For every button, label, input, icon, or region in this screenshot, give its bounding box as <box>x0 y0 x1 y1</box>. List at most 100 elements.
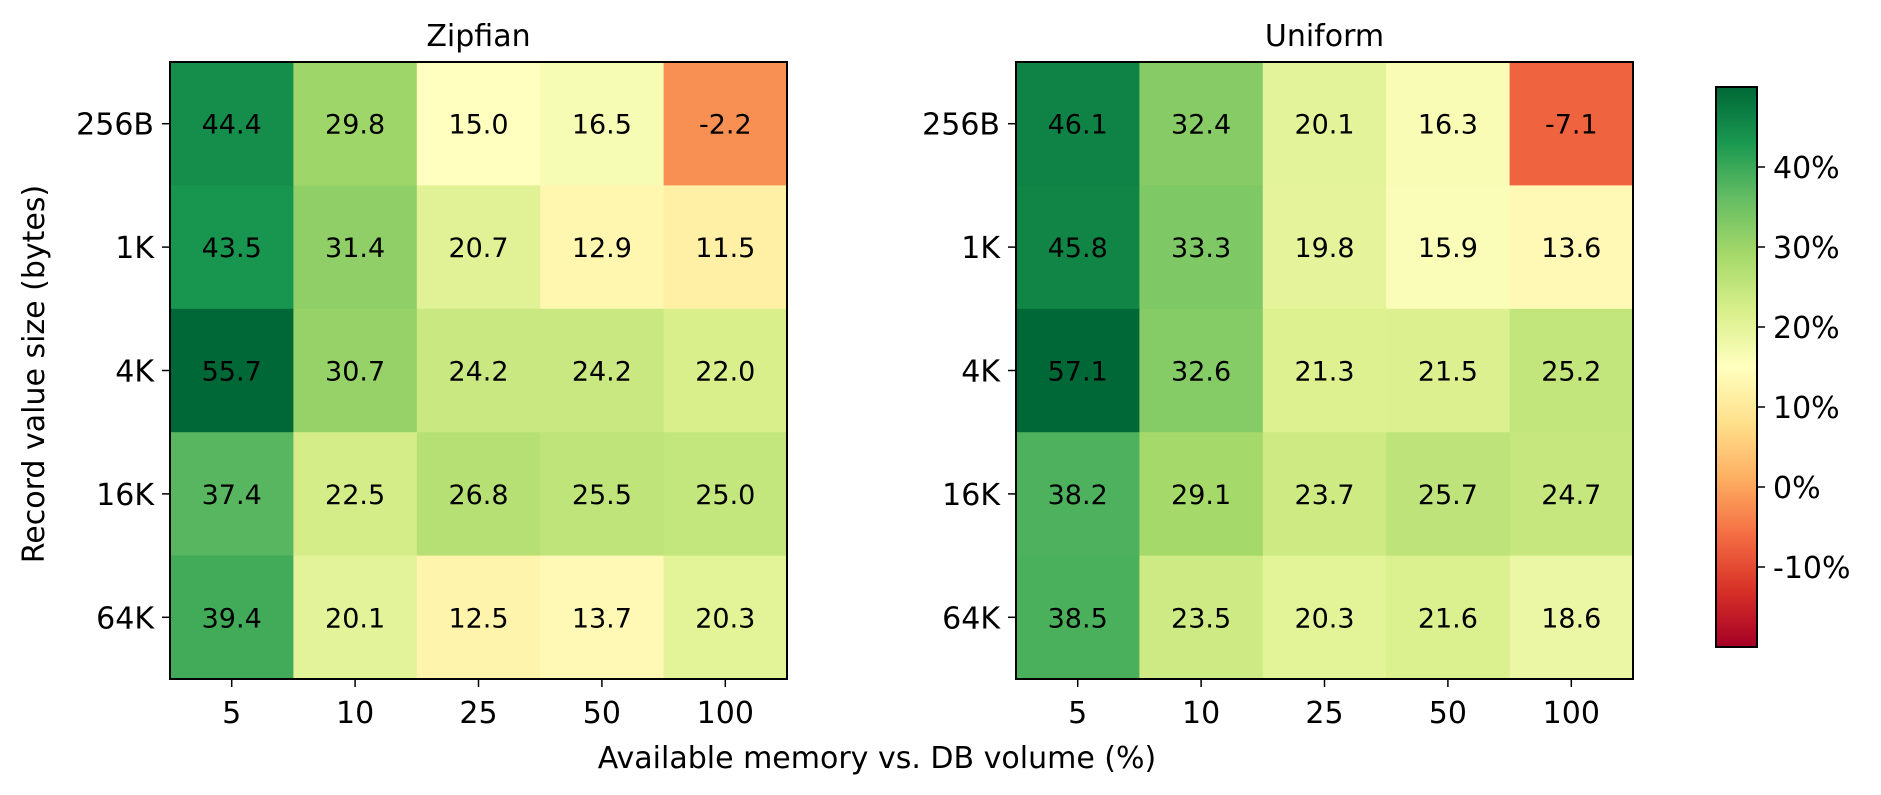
heatmap-cell <box>540 62 665 186</box>
heatmap-cell <box>540 185 665 310</box>
y-tick-label: 1K <box>115 231 155 266</box>
x-tick-label: 25 <box>1305 696 1343 731</box>
y-tick-label: 256B <box>76 108 154 143</box>
cell-value-label: 11.5 <box>695 233 755 264</box>
cell-value-label: 29.1 <box>1171 480 1231 511</box>
colorbar-tick-label: 30% <box>1773 231 1840 266</box>
heatmap-cell <box>663 308 788 433</box>
heatmap-cell <box>1386 432 1511 557</box>
heatmap-cell <box>293 555 418 680</box>
heatmap-cell <box>293 432 418 557</box>
heatmap-cell <box>293 185 418 310</box>
y-tick-label: 64K <box>942 601 1001 636</box>
cell-value-label: 23.5 <box>1171 603 1231 634</box>
cell-value-label: 15.0 <box>448 110 508 141</box>
cell-value-label: 43.5 <box>202 233 262 264</box>
panel-title: Uniform <box>1265 19 1384 54</box>
heatmap-cell <box>170 62 294 186</box>
heatmap-cell <box>1262 185 1387 310</box>
colorbar-tick-label: -10% <box>1773 551 1851 586</box>
cell-value-label: 12.9 <box>572 233 632 264</box>
heatmap-cell <box>293 308 418 433</box>
cell-value-label: 26.8 <box>448 480 508 511</box>
heatmap-cell <box>540 432 665 557</box>
cell-value-label: 29.8 <box>325 110 385 141</box>
panels-layer: Zipfian 44.4 29.8 15.0 16.5 -2.2 43.5 31.4 20.7 1… <box>76 19 1634 731</box>
x-tick-label: 5 <box>222 696 241 731</box>
heatmap-cell <box>1016 185 1140 310</box>
cell-value-label: 31.4 <box>325 233 385 264</box>
colorbar-tick-label: 40% <box>1773 151 1840 186</box>
cell-value-label: 19.8 <box>1294 233 1354 264</box>
heatmap-cell <box>1016 432 1140 557</box>
x-tick-label: 25 <box>459 696 497 731</box>
y-tick-label: 64K <box>96 601 155 636</box>
heatmap-cell <box>1509 432 1634 557</box>
cell-value-label: 32.4 <box>1171 110 1231 141</box>
cell-value-label: 24.7 <box>1541 480 1601 511</box>
cell-value-label: 38.2 <box>1048 480 1108 511</box>
cell-value-label: 20.1 <box>1294 110 1354 141</box>
cell-value-label: 23.7 <box>1294 480 1354 511</box>
y-tick-label: 16K <box>942 478 1001 513</box>
heatmap-cell <box>1386 62 1511 186</box>
heatmap-cell <box>1262 555 1387 680</box>
panel-title: Zipfian <box>426 19 530 54</box>
heatmap-cell <box>1386 185 1511 310</box>
x-tick-label: 100 <box>697 696 754 731</box>
cell-value-label: 45.8 <box>1048 233 1108 264</box>
heatmap-cell <box>1139 555 1264 680</box>
cell-value-label: 55.7 <box>202 357 262 388</box>
y-tick-label: 4K <box>961 355 1001 390</box>
heatmap-cell <box>1386 308 1511 433</box>
y-tick-label: 1K <box>961 231 1001 266</box>
cell-value-label: 15.9 <box>1418 233 1478 264</box>
colorbar: 40% 30% 20% 10% 0% -10% <box>1715 86 1851 648</box>
cell-value-label: 57.1 <box>1048 357 1108 388</box>
heatmap-cell <box>416 308 541 433</box>
cell-value-label: 25.2 <box>1541 357 1601 388</box>
heatmap-cell <box>1016 555 1140 680</box>
cell-value-label: 39.4 <box>202 603 262 634</box>
heatmap-cell <box>663 185 788 310</box>
cell-value-label: 33.3 <box>1171 233 1231 264</box>
cell-value-label: -2.2 <box>699 110 752 141</box>
x-tick-label: 10 <box>1182 696 1220 731</box>
x-tick-label: 50 <box>583 696 621 731</box>
y-tick-label: 4K <box>115 355 155 390</box>
heatmap-cell <box>1139 432 1264 557</box>
cell-value-label: 30.7 <box>325 357 385 388</box>
heatmap-panel-zipfian: Zipfian 44.4 29.8 15.0 16.5 -2.2 43.5 31.4 20.7 1… <box>76 19 788 731</box>
cell-value-label: 12.5 <box>448 603 508 634</box>
cell-value-label: 24.2 <box>572 357 632 388</box>
heatmap-cell <box>170 555 294 680</box>
heatmap-cell <box>1262 62 1387 186</box>
x-tick-label: 5 <box>1068 696 1087 731</box>
cell-value-label: 13.7 <box>572 603 632 634</box>
heatmap-cell <box>663 432 788 557</box>
colorbar-bar <box>1715 86 1758 648</box>
cell-value-label: 20.7 <box>448 233 508 264</box>
heatmap-cell <box>663 555 788 680</box>
heatmap-cell <box>1139 62 1264 186</box>
x-tick-label: 10 <box>336 696 374 731</box>
cell-value-label: 20.1 <box>325 603 385 634</box>
x-tick-label: 100 <box>1543 696 1600 731</box>
heatmap-panel-uniform: Uniform 46.1 32.4 20.1 16.3 -7.1 45.8 33.3 19.8 1… <box>922 19 1634 731</box>
heatmap-cell <box>170 308 294 433</box>
cell-value-label: 46.1 <box>1048 110 1108 141</box>
heatmap-cell <box>1509 62 1634 186</box>
cell-value-label: 22.5 <box>325 480 385 511</box>
cell-value-label: 18.6 <box>1541 603 1601 634</box>
colorbar-tick-label: 10% <box>1773 391 1840 426</box>
heatmap-cell <box>1509 555 1634 680</box>
cell-value-label: 22.0 <box>695 357 755 388</box>
heatmap-cell <box>416 432 541 557</box>
cell-value-label: 20.3 <box>695 603 755 634</box>
heatmap-cell <box>663 62 788 186</box>
heatmap-cell <box>1016 62 1140 186</box>
heatmap-cell <box>1262 432 1387 557</box>
heatmap-cell <box>1016 308 1140 433</box>
heatmap-cell <box>1509 185 1634 310</box>
